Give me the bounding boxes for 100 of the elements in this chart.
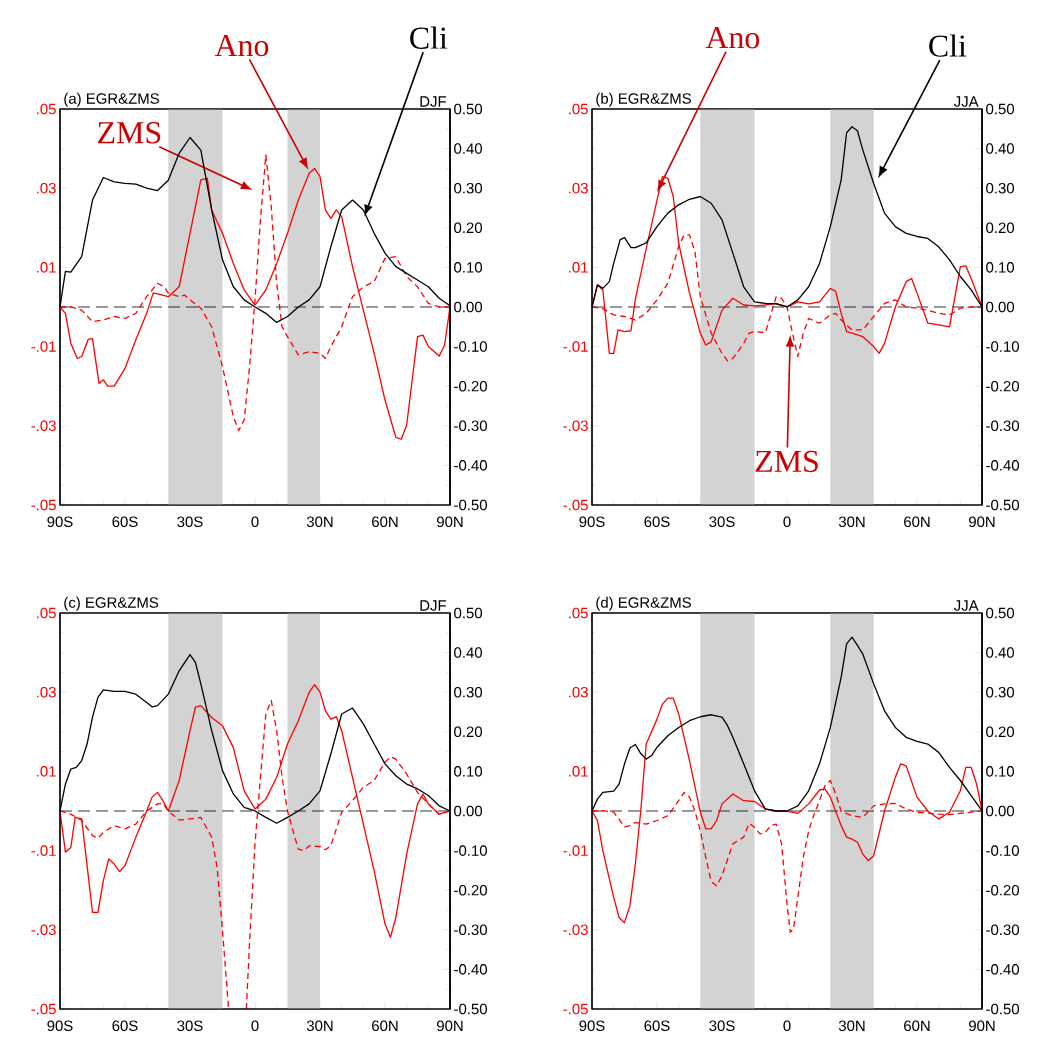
y2-tick-label: 0.50 bbox=[454, 607, 483, 619]
y2-tick-label: 0.30 bbox=[454, 182, 483, 194]
y2-tick-label: -0.40 bbox=[454, 460, 487, 471]
x-tick-label: 60S bbox=[644, 516, 670, 528]
y2-tick-label: -0.10 bbox=[454, 845, 487, 856]
y-tick-label: .05 bbox=[37, 607, 56, 619]
y2-tick-label: -0.40 bbox=[986, 460, 1020, 471]
y-tick-label: -.01 bbox=[563, 845, 588, 856]
x-tick-label: 90N bbox=[437, 1020, 463, 1032]
y2-tick-label: -0.10 bbox=[986, 341, 1020, 352]
y2-tick-label: 0.00 bbox=[986, 301, 1015, 313]
y2-tick-label: 0.10 bbox=[986, 262, 1015, 273]
y-tick-label: -.03 bbox=[563, 924, 588, 936]
x-tick-label: 30N bbox=[306, 516, 333, 528]
y-tick-label: .01 bbox=[569, 766, 588, 777]
chart-title: (c) EGR&ZMS bbox=[64, 596, 159, 611]
x-tick-label: 30N bbox=[838, 1020, 865, 1032]
y2-tick-label: 0.10 bbox=[454, 766, 483, 777]
chart-title: (d) EGR&ZMS bbox=[596, 596, 691, 611]
y2-tick-label: 0.40 bbox=[454, 143, 483, 154]
x-tick-label: 90N bbox=[969, 516, 995, 528]
x-tick-label: 90N bbox=[969, 1020, 995, 1032]
x-tick-label: 90S bbox=[579, 516, 605, 528]
y2-tick-label: -0.50 bbox=[986, 499, 1020, 511]
y-tick-label: .05 bbox=[569, 607, 588, 619]
y2-tick-label: 0.00 bbox=[454, 301, 483, 313]
x-tick-label: 30S bbox=[709, 516, 735, 528]
x-tick-label: 0 bbox=[251, 1020, 259, 1032]
y2-tick-label: -0.10 bbox=[454, 341, 487, 352]
y-tick-label: .05 bbox=[569, 103, 588, 115]
y2-tick-label: 0.20 bbox=[454, 726, 483, 738]
y2-tick-label: 0.20 bbox=[986, 726, 1015, 738]
y-tick-label: .01 bbox=[37, 262, 56, 273]
y-tick-label: .01 bbox=[569, 262, 588, 273]
x-tick-label: 90N bbox=[437, 516, 463, 528]
y-tick-label: .03 bbox=[37, 182, 56, 194]
y2-tick-label: -0.20 bbox=[454, 884, 487, 896]
y-tick-label: -.01 bbox=[31, 341, 56, 352]
y2-tick-label: 0.00 bbox=[454, 805, 483, 817]
y2-tick-label: 0.10 bbox=[986, 766, 1015, 777]
y2-tick-label: -0.50 bbox=[454, 1003, 487, 1015]
text: Ano bbox=[214, 34, 269, 57]
x-tick-label: 0 bbox=[783, 516, 791, 528]
x-tick-label: 60S bbox=[112, 1020, 138, 1032]
x-tick-label: 0 bbox=[251, 516, 259, 528]
text: ZMS bbox=[98, 122, 161, 144]
y2-tick-label: -0.30 bbox=[986, 924, 1020, 936]
x-tick-label: 60S bbox=[112, 516, 138, 528]
x-tick-label: 60N bbox=[904, 1020, 930, 1032]
y2-tick-label: 0.50 bbox=[986, 103, 1015, 115]
y-tick-label: -.01 bbox=[31, 845, 56, 856]
text: Ano bbox=[705, 27, 760, 49]
y-tick-label: -.03 bbox=[563, 420, 588, 432]
y2-tick-label: 0.50 bbox=[454, 103, 483, 115]
text: ZMS bbox=[755, 450, 818, 473]
x-tick-label: 90S bbox=[47, 1020, 73, 1032]
y2-tick-label: -0.30 bbox=[986, 420, 1020, 432]
x-tick-label: 30N bbox=[306, 1020, 333, 1032]
text: Cli bbox=[410, 26, 448, 49]
y2-tick-label: 0.40 bbox=[986, 647, 1015, 658]
y2-tick-label: -0.10 bbox=[986, 845, 1020, 856]
y2-tick-label: 0.10 bbox=[454, 262, 483, 273]
y2-tick-label: -0.40 bbox=[454, 964, 487, 975]
chart-title: (b) EGR&ZMS bbox=[596, 92, 691, 107]
x-tick-label: 30S bbox=[177, 1020, 203, 1032]
y2-tick-label: 0.00 bbox=[986, 805, 1015, 817]
y-tick-label: .01 bbox=[37, 766, 56, 777]
chart-subtitle: DJF bbox=[420, 96, 447, 107]
y-tick-label: .03 bbox=[37, 686, 56, 698]
x-tick-label: 30N bbox=[838, 516, 865, 528]
y2-tick-label: -0.20 bbox=[986, 380, 1020, 392]
y2-tick-label: 0.20 bbox=[454, 222, 483, 234]
y2-tick-label: 0.20 bbox=[986, 222, 1015, 234]
y2-tick-label: 0.50 bbox=[986, 607, 1015, 619]
y2-tick-label: -0.50 bbox=[454, 499, 487, 511]
x-tick-label: 90S bbox=[579, 1020, 605, 1032]
y2-tick-label: -0.30 bbox=[454, 924, 487, 936]
y2-tick-label: 0.30 bbox=[454, 686, 483, 698]
y2-tick-label: -0.40 bbox=[986, 964, 1020, 975]
y-tick-label: -.05 bbox=[31, 1003, 56, 1015]
y2-tick-label: -0.50 bbox=[986, 1003, 1020, 1015]
y2-tick-label: 0.30 bbox=[986, 182, 1015, 194]
x-tick-label: 90S bbox=[47, 516, 73, 528]
x-tick-label: 60S bbox=[644, 1020, 670, 1032]
y-tick-label: .03 bbox=[569, 686, 588, 698]
y-tick-label: -.05 bbox=[563, 1003, 588, 1015]
y2-tick-label: -0.20 bbox=[986, 884, 1020, 896]
chart-subtitle: DJF bbox=[420, 600, 447, 611]
x-tick-label: 30S bbox=[709, 1020, 735, 1032]
chart-subtitle: JJA bbox=[953, 600, 979, 611]
y2-tick-label: 0.30 bbox=[986, 686, 1015, 698]
y-tick-label: -.03 bbox=[31, 924, 56, 936]
y-tick-label: .05 bbox=[37, 103, 56, 115]
x-tick-label: 30S bbox=[177, 516, 203, 528]
text: Cli bbox=[929, 34, 967, 57]
x-tick-label: 60N bbox=[372, 1020, 398, 1032]
y2-tick-label: -0.30 bbox=[454, 420, 487, 432]
x-tick-label: 60N bbox=[904, 516, 930, 528]
x-tick-label: 60N bbox=[372, 516, 398, 528]
chart-title: (a) EGR&ZMS bbox=[64, 92, 159, 107]
